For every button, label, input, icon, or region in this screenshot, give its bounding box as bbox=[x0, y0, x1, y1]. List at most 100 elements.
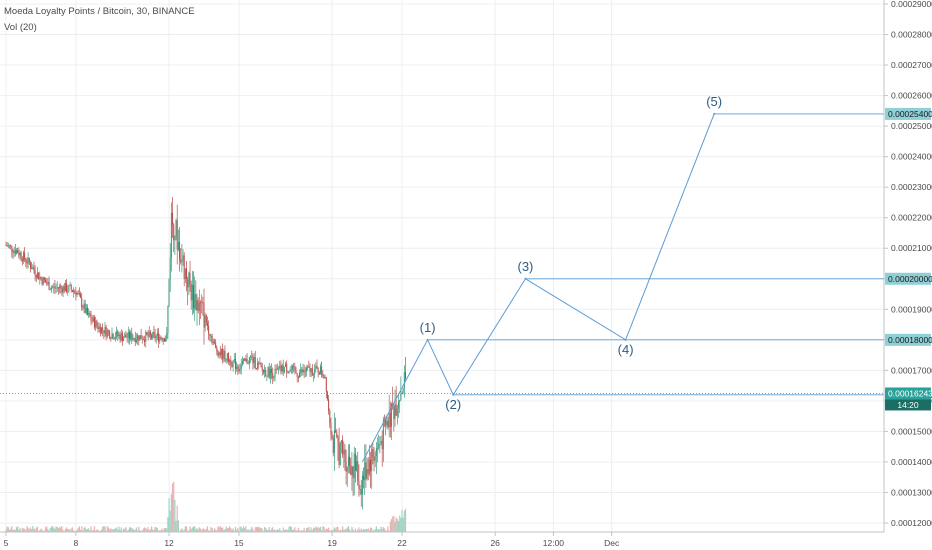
candle-body bbox=[98, 326, 100, 330]
candle-body bbox=[267, 367, 269, 376]
volume-bar bbox=[47, 529, 49, 532]
candle-body bbox=[321, 366, 323, 374]
volume-bar bbox=[43, 530, 46, 532]
countdown-badge-label: 14:20 bbox=[897, 400, 919, 410]
price-axis[interactable]: 0.00029000 0.00028000 0.00027000 0.00026000… bbox=[883, 0, 932, 550]
horizontal-levels bbox=[0, 113, 884, 396]
candle-body bbox=[353, 453, 355, 479]
volume-bar bbox=[226, 528, 228, 532]
volume-bar bbox=[183, 529, 185, 532]
candle-body bbox=[140, 335, 142, 339]
candle-body bbox=[175, 220, 177, 237]
volume-bar bbox=[127, 529, 129, 532]
candle-body bbox=[217, 351, 219, 356]
volume-bar bbox=[216, 530, 218, 532]
volume-bar bbox=[303, 527, 305, 532]
candle-body bbox=[96, 320, 98, 326]
candle-body bbox=[340, 440, 342, 443]
candle-body bbox=[56, 287, 58, 289]
elliott-wave-drawing[interactable]: (1) (2) (3) (4) (5) bbox=[361, 94, 722, 463]
volume-bar bbox=[383, 528, 386, 532]
candle-body bbox=[241, 361, 243, 365]
candle-body bbox=[166, 333, 168, 339]
candle-body bbox=[182, 255, 184, 261]
candle-body bbox=[357, 461, 359, 482]
volume-bar bbox=[302, 530, 304, 532]
candle-body bbox=[375, 448, 377, 456]
candle-body bbox=[387, 420, 389, 428]
volume-bar bbox=[368, 530, 370, 532]
candle-body bbox=[316, 365, 318, 368]
volume-bar bbox=[273, 529, 275, 532]
candle-body bbox=[156, 333, 158, 337]
volume-bar bbox=[304, 530, 306, 532]
volume-bar bbox=[263, 526, 266, 532]
candle-body bbox=[226, 353, 228, 361]
candle-body bbox=[206, 322, 208, 326]
candle-body bbox=[151, 334, 153, 338]
volume-bar bbox=[338, 530, 340, 532]
volume-bar bbox=[296, 530, 298, 532]
candle-body bbox=[198, 302, 200, 312]
candle-body bbox=[374, 455, 376, 461]
candle-body bbox=[63, 286, 65, 292]
volume-bar bbox=[206, 526, 209, 532]
candle-body bbox=[125, 334, 127, 338]
volume-bar bbox=[134, 529, 136, 532]
volume-bar bbox=[284, 529, 287, 532]
candle-body bbox=[181, 260, 183, 263]
volume-bar bbox=[161, 528, 163, 532]
volume-indicator-label[interactable]: Vol (20) bbox=[4, 22, 37, 33]
candle-body bbox=[288, 371, 290, 373]
candle-body bbox=[347, 456, 349, 467]
volume-bar bbox=[18, 529, 20, 532]
volume-bar bbox=[213, 528, 216, 532]
volume-bar bbox=[34, 529, 36, 532]
candle-body bbox=[367, 469, 369, 474]
volume-bar bbox=[298, 530, 301, 532]
volume-bar bbox=[372, 530, 374, 532]
volume-bar bbox=[111, 529, 113, 532]
candle-body bbox=[91, 320, 93, 322]
candle-body bbox=[21, 258, 23, 262]
volume-bar bbox=[173, 481, 175, 532]
volume-bar bbox=[148, 530, 150, 532]
volume-bar bbox=[297, 527, 299, 532]
volume-bar bbox=[371, 527, 373, 532]
candle-body bbox=[81, 297, 83, 308]
volume-bar bbox=[329, 530, 331, 532]
candle-body bbox=[373, 456, 375, 461]
volume-bar bbox=[231, 529, 233, 532]
symbol-title[interactable]: Moeda Loyalty Points / Bitcoin, 30, BINA… bbox=[4, 6, 195, 17]
candle-body bbox=[107, 330, 109, 332]
candle-body bbox=[299, 372, 301, 378]
candle-body bbox=[204, 315, 206, 328]
volume-bar bbox=[390, 519, 393, 532]
candle-body bbox=[85, 308, 87, 313]
volume-bar bbox=[88, 528, 90, 532]
candle-body bbox=[7, 245, 9, 247]
volume-bar bbox=[279, 528, 281, 532]
volume-bar bbox=[102, 526, 104, 532]
volume-bar bbox=[124, 528, 126, 532]
volume-bar bbox=[112, 529, 114, 532]
volume-bar bbox=[46, 526, 48, 532]
candle-body bbox=[172, 212, 174, 225]
volume-bar bbox=[367, 528, 369, 532]
volume-bar bbox=[50, 526, 53, 532]
volume-bar bbox=[217, 526, 219, 532]
candle-body bbox=[380, 440, 382, 443]
volume-bar bbox=[220, 527, 223, 532]
time-axis[interactable]: 5 8 12 15 19 22 26 12:00 Dec bbox=[0, 531, 884, 548]
volume-bar bbox=[91, 530, 93, 532]
candle-body bbox=[161, 338, 163, 341]
candle-body bbox=[123, 337, 125, 342]
volume-bar bbox=[120, 527, 122, 532]
volume-bar bbox=[230, 527, 232, 532]
candle-body bbox=[372, 449, 374, 457]
candle-body bbox=[78, 293, 80, 295]
candle-body bbox=[121, 333, 123, 342]
volume-bar bbox=[170, 494, 172, 532]
volume-bar bbox=[355, 530, 358, 532]
